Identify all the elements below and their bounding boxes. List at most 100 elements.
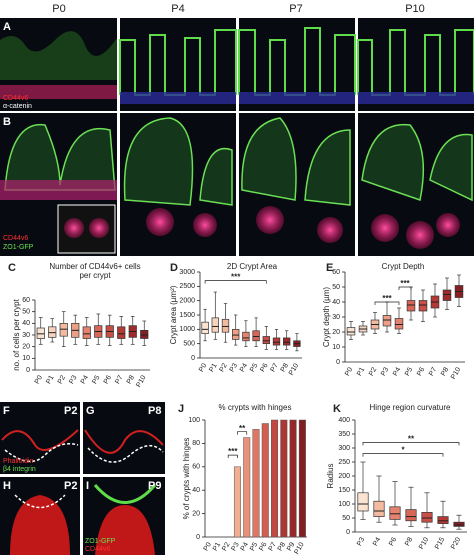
significance-bracket — [227, 454, 238, 459]
x-tick-label: P10 — [418, 536, 430, 550]
stain-label: α-catenin — [3, 103, 32, 110]
significance-bracket — [237, 431, 248, 435]
chart-title-box: Number of CD44v6+ cells per crypt — [49, 262, 141, 280]
x-tick-label: P6 — [259, 362, 269, 373]
x-tick-label: P8 — [280, 362, 290, 373]
significance-label: ** — [408, 435, 415, 444]
bar — [243, 437, 251, 538]
x-tick-label: P3 — [229, 362, 239, 373]
column-label: P7 — [289, 3, 302, 15]
chart-title: % crypts with hinges — [218, 403, 292, 412]
box — [252, 330, 260, 342]
box — [221, 318, 230, 333]
y-tick-label: 10 — [332, 344, 340, 351]
panel-label: B — [3, 116, 11, 128]
y-axis-label: Crypt depth (µm) — [322, 287, 331, 348]
significance-label: *** — [400, 279, 410, 288]
y-tick-label: 50 — [342, 515, 350, 522]
x-tick-label: P5 — [249, 362, 259, 373]
x-tick-label: P9 — [286, 541, 296, 552]
panel-label: D — [170, 262, 178, 274]
y-tick-label: 60 — [192, 464, 200, 471]
y-tick-label: 50 — [332, 284, 340, 291]
y-tick-label: 2000 — [179, 298, 195, 305]
y-tick-label: 40 — [192, 487, 200, 494]
x-tick-label: P20 — [450, 536, 462, 550]
panel-label: I — [86, 480, 89, 492]
box — [262, 336, 270, 345]
micrographs-b — [0, 113, 474, 256]
y-tick-label: 0 — [336, 359, 340, 366]
x-tick-label: P1 — [208, 362, 218, 373]
bar — [280, 419, 288, 538]
bar — [233, 466, 241, 538]
x-tick-label: P2 — [57, 374, 67, 385]
y-tick-label: 3000 — [179, 269, 195, 276]
y-tick-label: 40 — [22, 320, 30, 327]
x-tick-label: P7 — [269, 362, 279, 373]
x-tick-label: P2 — [221, 541, 231, 552]
significance-label: *** — [231, 273, 241, 282]
y-tick-label: 100 — [338, 501, 350, 508]
y-tick-label: 2500 — [179, 283, 195, 290]
x-tick-label: P0 — [344, 366, 354, 377]
stain-label: CD44v6 — [85, 546, 110, 553]
box — [211, 317, 219, 333]
x-tick-label: P0 — [34, 374, 44, 385]
bar — [271, 419, 279, 538]
y-tick-label: 60 — [22, 297, 30, 304]
x-tick-label: P7 — [428, 366, 438, 377]
x-tick-label: P6 — [103, 374, 113, 385]
x-tick-label: P4 — [239, 362, 249, 373]
stain-label: Phalloidin — [3, 458, 33, 465]
bar — [261, 423, 269, 538]
x-tick-label: P1 — [45, 374, 55, 385]
panel-label: G — [86, 405, 95, 417]
y-tick-label: 30 — [332, 314, 340, 321]
x-tick-label: P3 — [356, 536, 366, 547]
box — [406, 300, 416, 312]
stain-label: CD44v6 — [3, 95, 28, 102]
x-tick-label: P3 — [68, 374, 78, 385]
x-tick-label: P4 — [372, 536, 382, 547]
y-tick-label: 20 — [22, 344, 30, 351]
micrographs-a — [0, 18, 474, 111]
x-tick-label: P4 — [80, 374, 90, 385]
y-axis-label: no. of cells per crypt — [12, 298, 21, 370]
significance-bracket — [362, 453, 444, 457]
y-tick-label: 200 — [338, 473, 350, 480]
x-tick-label: P2 — [368, 366, 378, 377]
chart-title: 2D Crypt Area — [226, 262, 278, 271]
significance-bracket — [398, 286, 412, 290]
y-tick-label: 300 — [338, 445, 350, 452]
chart-title: Number of CD44v6+ cells per crypt — [49, 262, 141, 280]
x-tick-label: P3 — [230, 541, 240, 552]
x-tick-label: P6 — [258, 541, 268, 552]
y-axis-label: Radius — [326, 464, 335, 489]
y-tick-label: 0 — [196, 534, 200, 541]
box — [442, 289, 452, 301]
box — [59, 322, 68, 337]
box — [140, 329, 149, 339]
column-label: P4 — [171, 3, 184, 15]
chart-title-box: % crypts with hinges — [218, 403, 292, 412]
inset-label: P2 — [64, 480, 77, 492]
x-tick-label: P7 — [268, 541, 278, 552]
x-tick-label: P10 — [450, 366, 462, 380]
x-tick-label: P1 — [356, 366, 366, 377]
bar — [298, 419, 306, 538]
y-tick-label: 150 — [338, 487, 350, 494]
x-tick-label: P3 — [380, 366, 390, 377]
box — [405, 509, 417, 522]
x-tick-label: P7 — [114, 374, 124, 385]
box — [346, 327, 356, 336]
column-label: P10 — [405, 3, 425, 15]
box — [117, 326, 126, 339]
x-tick-label: P4 — [240, 541, 250, 552]
significance-bracket — [362, 442, 460, 446]
y-tick-label: 0 — [191, 355, 195, 362]
box — [389, 506, 401, 520]
x-tick-label: P4 — [392, 366, 402, 377]
y-tick-label: 30 — [22, 332, 30, 339]
